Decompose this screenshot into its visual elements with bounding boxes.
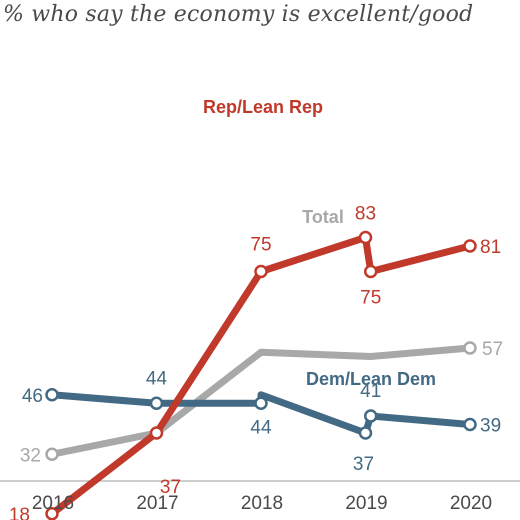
dem-lean-dem-data-label-2: 44: [250, 417, 272, 438]
tick-layer: 2016 2017 2018 2019 2020: [32, 493, 492, 514]
rep-lean-rep-data-label-5: 81: [480, 237, 501, 258]
x-tick-label-2017: 2017: [136, 493, 178, 514]
dem-lean-dem-series-label: Dem/Lean Dem: [306, 369, 436, 389]
x-tick-label-2020: 2020: [450, 493, 492, 514]
total-point-0: [45, 447, 59, 461]
rep-lean-rep-data-label-3: 83: [355, 204, 376, 225]
dem-lean-dem-data-label-6: 39: [480, 416, 501, 437]
chart-title: % who say the economy is excellent/good: [3, 2, 474, 27]
rep-lean-rep-series-label: Rep/Lean Rep: [203, 97, 323, 117]
x-tick-label-2018: 2018: [241, 493, 283, 514]
dem-lean-dem-data-label-4: 37: [353, 454, 374, 475]
label-layer: 32 57 46 44 44 37 41 39 18 37 75 83 75 81 Rep/Lean Rep…: [9, 97, 503, 520]
rep-lean-rep-point-0: [45, 507, 59, 520]
dem-lean-dem-data-label-5: 41: [360, 381, 381, 402]
marker-layer: [45, 230, 477, 520]
total-point-4: [463, 341, 477, 355]
x-tick-label-2019: 2019: [345, 493, 387, 514]
dem-lean-dem-point-4: [358, 426, 373, 440]
dem-lean-dem-point-0: [45, 388, 59, 402]
dem-lean-dem-point-5: [363, 409, 378, 423]
rep-lean-rep-data-label-4: 75: [360, 288, 381, 309]
rep-lean-rep-data-label-1: 37: [160, 477, 181, 498]
rep-lean-rep-point-1: [149, 426, 164, 440]
total-series-label: Total: [302, 207, 344, 227]
rep-lean-rep-point-4: [363, 264, 378, 279]
total-data-label-0: 32: [20, 445, 41, 466]
rep-lean-rep-point-2: [254, 264, 268, 279]
total-data-label-4: 57: [482, 339, 503, 360]
total-line: [51, 344, 471, 458]
rep-lean-rep-data-label-0: 18: [9, 505, 30, 520]
dem-lean-dem-data-label-0: 46: [22, 386, 43, 407]
dem-lean-dem-point-6: [463, 417, 477, 432]
rep-lean-rep-point-3: [358, 230, 373, 245]
rep-lean-rep-point-5: [463, 239, 477, 253]
rep-lean-rep-data-label-2: 75: [250, 235, 271, 256]
rep-lean-rep-line: [49, 234, 471, 517]
x-tick-label-2016: 2016: [32, 493, 74, 514]
dem-lean-dem-point-1: [149, 396, 164, 410]
dem-lean-dem-point-2: [254, 396, 268, 410]
dem-lean-dem-data-label-1: 44: [146, 368, 168, 389]
